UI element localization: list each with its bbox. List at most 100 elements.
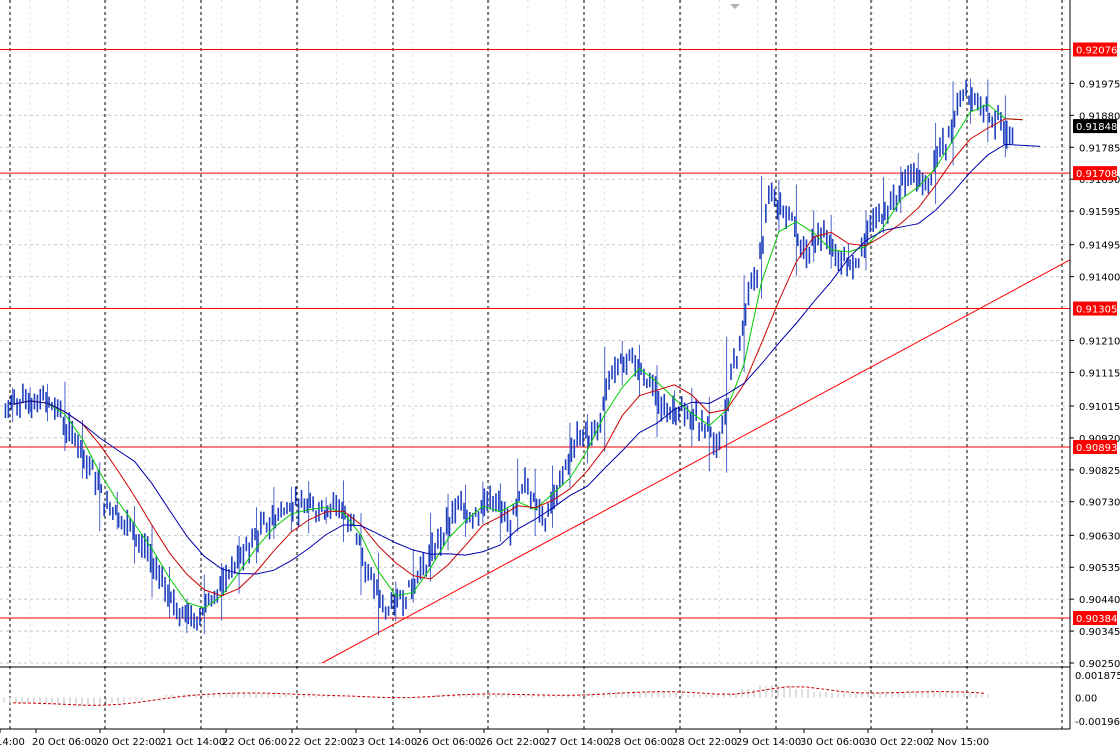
level-label-bg	[1073, 439, 1117, 454]
oscillator-panel	[3, 685, 989, 706]
level-label-bg	[1073, 166, 1117, 181]
time-tick-label: 28 Oct 22:00	[672, 737, 737, 748]
ma-slow-line	[12, 143, 1041, 575]
price-tick-label: 0.91595	[1079, 207, 1120, 218]
candle	[300, 481, 317, 534]
ma-medium-line	[12, 118, 1023, 597]
time-tick-label: 30 Oct 06:00	[800, 737, 865, 748]
price-tick-label: 0.91975	[1079, 79, 1120, 90]
time-tick-label: 2 Nov 15:00	[928, 737, 989, 748]
time-tick-label: 26 Oct 22:00	[480, 737, 545, 748]
time-tick-label: 22 Oct 22:00	[288, 737, 353, 748]
osc-tick-label: -0.001969	[1075, 717, 1120, 728]
price-axis: 0.91975 0.91880 0.91785 0.91690 0.91595 0.914…	[1070, 42, 1120, 728]
shift-marker-icon[interactable]	[730, 4, 740, 9]
candle	[143, 524, 161, 598]
price-tick-label: 0.90730	[1079, 498, 1120, 509]
candle	[248, 507, 265, 564]
time-tick-label: 30 Oct 22:00	[864, 737, 929, 748]
time-tick-label: 20 Oct 06:00	[32, 737, 97, 748]
level-label: 0.91708	[1076, 169, 1117, 180]
time-tick-label: 22 Oct 06:00	[222, 737, 287, 748]
time-tick-label: 28 Oct 06:00	[608, 737, 673, 748]
candle	[74, 419, 91, 480]
osc-signal-line	[12, 686, 986, 706]
time-tick-label: 21 Oct 14:00	[160, 737, 225, 748]
price-tick-label: 0.91400	[1079, 273, 1120, 284]
osc-tick-label: 0.00	[1075, 693, 1097, 704]
price-tick-label: 0.91015	[1079, 402, 1120, 413]
candle	[823, 214, 840, 271]
time-tick-label: 20 Oct 22:00	[96, 737, 161, 748]
level-label: 0.90893	[1076, 443, 1117, 454]
trendline	[321, 259, 1071, 664]
price-tick-label: 0.91880	[1079, 111, 1120, 122]
price-tick-label: 0.91495	[1079, 241, 1120, 252]
candle	[753, 176, 770, 299]
candle	[91, 459, 108, 532]
candle	[231, 535, 248, 594]
candle	[370, 552, 387, 636]
candle	[910, 153, 927, 196]
candle	[614, 340, 631, 386]
level-label-bg	[1073, 42, 1117, 57]
price-tick-label: 0.90440	[1079, 595, 1120, 606]
osc-tick-label: 0.001875	[1075, 671, 1120, 682]
price-tick-label: 0.91785	[1079, 143, 1120, 154]
candle	[892, 165, 909, 214]
candle	[770, 179, 787, 232]
ma-fast-line	[12, 103, 1023, 609]
candles	[4, 78, 1014, 636]
level-label: 0.92076	[1076, 46, 1117, 57]
candle	[457, 484, 474, 537]
candle	[544, 465, 561, 532]
price-tick-label: 0.90920	[1079, 434, 1120, 445]
level-label: 0.90384	[1076, 614, 1117, 625]
candle	[736, 272, 753, 372]
candle	[161, 566, 178, 620]
horizontal-levels	[0, 49, 1070, 619]
moving-averages	[12, 103, 1041, 609]
candle	[962, 78, 979, 124]
price-tick-label: 0.91115	[1079, 368, 1120, 379]
candle	[178, 598, 195, 634]
current-price-label: 0.91848	[1076, 122, 1117, 133]
candle	[39, 383, 56, 422]
candle	[196, 574, 213, 635]
candle	[788, 184, 805, 276]
time-tick-label: 27 Oct 14:00	[544, 737, 609, 748]
level-label-bg	[1073, 301, 1117, 316]
time-tick-label: 29 Oct 14:00	[736, 737, 801, 748]
candle	[492, 483, 509, 542]
level-label-bg	[1073, 610, 1117, 625]
level-label: 0.91305	[1076, 305, 1117, 316]
time-tick-label: 14:00	[0, 737, 25, 748]
price-tick-label: 0.90825	[1079, 466, 1120, 477]
candle	[927, 122, 944, 205]
time-tick-label: 26 Oct 06:00	[416, 737, 481, 748]
candle	[4, 387, 21, 423]
candle	[561, 421, 579, 488]
candle	[352, 513, 370, 595]
price-tick-label: 0.90535	[1079, 563, 1120, 574]
candle	[109, 491, 126, 536]
time-tick-label: 23 Oct 14:00	[352, 737, 417, 748]
candle	[439, 493, 457, 556]
price-tick-label: 0.91210	[1079, 336, 1120, 347]
candle	[283, 486, 300, 532]
candle	[509, 458, 526, 546]
candle	[213, 563, 230, 621]
candle	[666, 390, 683, 426]
candle	[718, 336, 735, 473]
price-tick-label: 0.90250	[1079, 659, 1120, 670]
trendline-layer	[321, 259, 1071, 664]
price-tick-label: 0.90630	[1079, 531, 1120, 542]
price-tick-label: 0.91690	[1079, 175, 1120, 186]
current-price-bg	[1073, 119, 1117, 134]
candle	[875, 176, 892, 233]
price-tick-label: 0.90345	[1079, 627, 1120, 638]
candle	[318, 492, 335, 524]
